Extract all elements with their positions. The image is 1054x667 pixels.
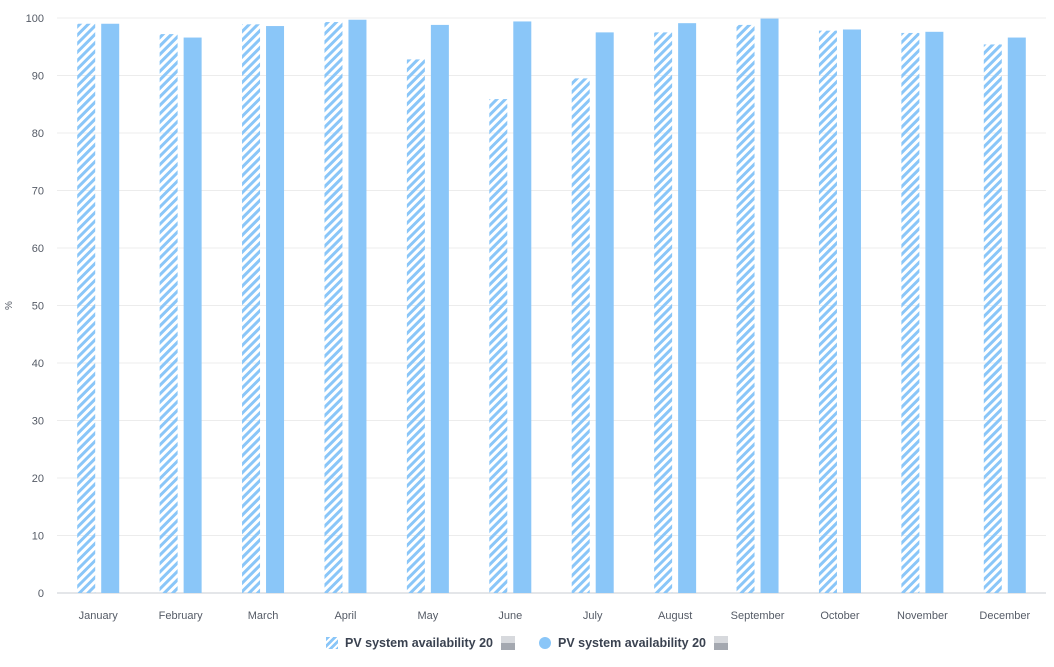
x-tick-label: November	[897, 610, 948, 622]
bar-hatched-april	[324, 22, 343, 593]
bar-hatched-may	[406, 59, 425, 593]
bar-hatched-march	[242, 24, 261, 593]
bar-hatched-june	[489, 99, 508, 593]
bar-hatched-november	[901, 32, 920, 593]
bar-solid-june	[513, 21, 532, 593]
x-tick-label: December	[979, 610, 1030, 622]
bar-solid-november	[925, 31, 944, 594]
hatch-swatch-icon	[325, 637, 338, 649]
y-tick-label: 60	[32, 243, 44, 255]
y-tick-label: 70	[32, 186, 44, 198]
y-tick-label: 10	[32, 531, 44, 543]
y-tick-label: 80	[32, 128, 44, 140]
x-tick-label: January	[79, 610, 119, 622]
y-tick-label: 30	[32, 416, 44, 428]
x-tick-label: May	[417, 610, 438, 622]
x-tick-label: August	[658, 610, 692, 622]
bar-hatched-september	[736, 24, 755, 593]
bar-solid-august	[678, 23, 697, 594]
bar-solid-october	[842, 29, 861, 593]
legend-item-hatched-series[interactable]: PV system availability 20	[325, 636, 515, 650]
bar-solid-december	[1007, 37, 1026, 594]
bar-hatched-february	[159, 34, 178, 594]
bar-solid-april	[348, 19, 367, 594]
legend-label-solid: PV system availability 20	[558, 636, 707, 650]
bar-solid-september	[760, 18, 779, 593]
bar-solid-february	[183, 37, 202, 594]
redacted-year-icon	[714, 636, 729, 650]
x-tick-label: July	[583, 610, 603, 622]
x-tick-label: April	[334, 610, 356, 622]
y-tick-label: 100	[26, 13, 44, 25]
y-axis-label: %	[4, 301, 15, 310]
bar-chart: 0 10 20 30 40 50 60 70 80 90 100% January February Ma…	[4, 13, 1046, 622]
legend-item-solid-series[interactable]: PV system availability 20	[539, 636, 729, 650]
x-tick-label: September	[731, 610, 785, 622]
y-tick-label: 90	[32, 71, 44, 83]
x-tick-label: February	[159, 610, 204, 622]
bar-solid-may	[430, 24, 449, 593]
y-tick-label: 50	[32, 301, 44, 313]
legend-label-hatched: PV system availability 20	[344, 636, 493, 650]
y-tick-label: 20	[32, 473, 44, 485]
circle-swatch-icon	[539, 637, 551, 649]
bar-solid-january	[101, 23, 120, 593]
bar-hatched-august	[654, 32, 673, 593]
redacted-year-icon	[501, 636, 515, 650]
bar-solid-july	[595, 32, 614, 593]
bar-hatched-july	[571, 78, 590, 593]
bar-hatched-october	[818, 30, 837, 593]
bar-solid-march	[266, 26, 285, 594]
x-tick-label: June	[498, 610, 522, 622]
chart-legend: PV system availability 20 PV system avai…	[0, 636, 1054, 650]
y-tick-label: 40	[32, 358, 44, 370]
bar-hatched-december	[983, 44, 1002, 593]
x-tick-label: March	[248, 610, 279, 622]
y-tick-label: 0	[38, 588, 44, 600]
x-tick-label: October	[820, 610, 859, 622]
bar-hatched-january	[77, 23, 96, 593]
